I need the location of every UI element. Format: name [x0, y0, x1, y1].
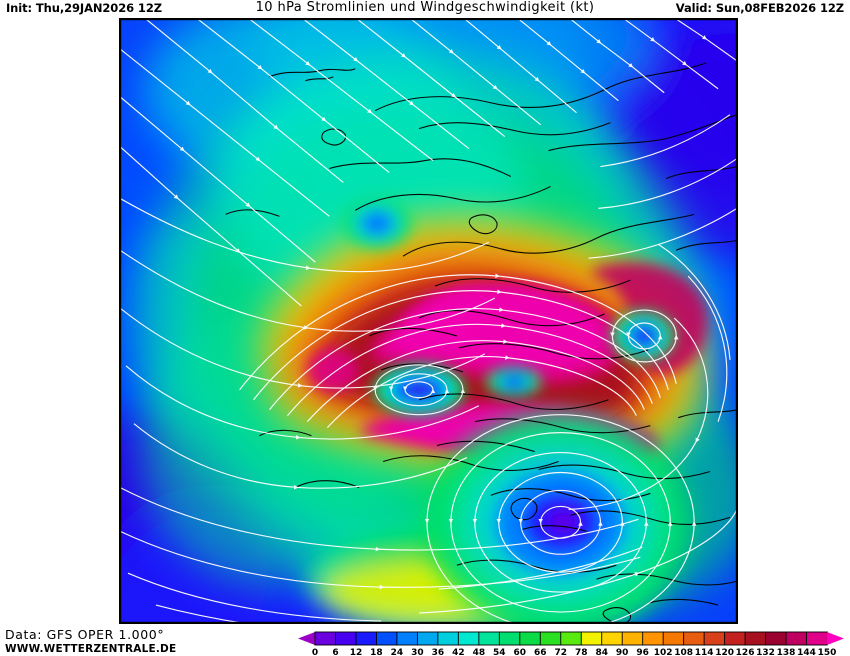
colorbar-tick-label: 66 — [534, 648, 547, 656]
colorbar-swatch[interactable] — [375, 631, 398, 646]
colorbar-under-arrow — [298, 632, 315, 645]
colorbar-tick-label: 108 — [674, 648, 693, 656]
coastlines — [225, 62, 737, 623]
colorbar-tick-label: 132 — [756, 648, 775, 656]
colorbar-tick-label: 42 — [452, 648, 465, 656]
colorbar-swatch[interactable] — [580, 631, 603, 646]
colorbar-tick-label: 30 — [411, 648, 424, 656]
page-title: 10 hPa Stromlinien und Windgeschwindigke… — [255, 0, 595, 15]
colorbar-tick-label: 90 — [616, 648, 629, 656]
valid-time-label: Valid: Sun,08FEB2026 12Z — [675, 1, 844, 15]
colorbar-swatch[interactable] — [703, 631, 726, 646]
colorbar-tick-label: 150 — [818, 648, 837, 656]
colorbar-tick-label: 114 — [695, 648, 714, 656]
colorbar-tick-label: 12 — [350, 648, 363, 656]
colorbar-swatch[interactable] — [457, 631, 480, 646]
colorbar-swatch[interactable] — [662, 631, 685, 646]
map-canvas — [120, 19, 737, 623]
colorbar-tick-label: 48 — [473, 648, 486, 656]
colorbar-tick-labels: 0 6 12 18 24 30 36 42 48 54 60 66 72 78 84 90 96 102 108 11… — [312, 648, 837, 656]
colorbar-swatches — [298, 631, 844, 646]
colorbar-over-arrow — [827, 632, 844, 645]
colorbar-swatch[interactable] — [355, 631, 378, 646]
colorbar-swatch[interactable] — [519, 631, 542, 646]
colorbar-svg: 0 6 12 18 24 30 36 42 48 54 60 66 72 78 84 90 96 102 108 11… — [298, 631, 844, 656]
colorbar-tick-label: 36 — [432, 648, 445, 656]
colorbar-tick-label: 60 — [514, 648, 527, 656]
colorbar-swatch[interactable] — [601, 631, 624, 646]
colorbar-swatch[interactable] — [560, 631, 583, 646]
colorbar-swatch[interactable] — [806, 631, 828, 646]
colorbar-swatch[interactable] — [765, 631, 787, 646]
colorbar-tick-label: 54 — [493, 648, 506, 656]
colorbar-tick-label: 144 — [797, 648, 816, 656]
colorbar-tick-label: 72 — [554, 648, 567, 656]
weather-map[interactable] — [119, 18, 738, 624]
colorbar-tick-label: 120 — [715, 648, 734, 656]
colorbar-tick-label: 84 — [595, 648, 608, 656]
colorbar-tick-label: 126 — [736, 648, 755, 656]
colorbar-tick-label: 78 — [575, 648, 588, 656]
colorbar-swatch[interactable] — [314, 631, 337, 646]
colorbar-swatch[interactable] — [621, 631, 644, 646]
colorbar-tick-label: 18 — [370, 648, 383, 656]
init-time-label: Init: Thu,29JAN2026 12Z — [6, 1, 162, 15]
colorbar-tick-label: 24 — [391, 648, 404, 656]
colorbar-swatch[interactable] — [478, 631, 501, 646]
colorbar-swatch[interactable] — [498, 631, 521, 646]
map-border — [120, 19, 737, 623]
colorbar-swatch[interactable] — [335, 631, 357, 646]
website-label: WWW.WETTERZENTRALE.DE — [5, 643, 177, 655]
colorbar-swatch[interactable] — [437, 631, 460, 646]
wind-speed-field — [120, 19, 737, 623]
colorbar-tick-label: 96 — [636, 648, 649, 656]
colorbar-swatch[interactable] — [683, 631, 705, 646]
colorbar[interactable]: 0 6 12 18 24 30 36 42 48 54 60 66 72 78 84 90 96 102 108 11… — [298, 630, 844, 656]
colorbar-tick-label: 0 — [312, 648, 318, 656]
colorbar-tick-label: 6 — [332, 648, 338, 656]
streamlines — [120, 19, 737, 623]
data-source-label: Data: GFS OPER 1.000° — [5, 627, 165, 642]
colorbar-swatch[interactable] — [724, 631, 746, 646]
colorbar-swatch[interactable] — [416, 631, 439, 646]
colorbar-swatch[interactable] — [785, 631, 808, 646]
colorbar-tick-label: 102 — [654, 648, 673, 656]
colorbar-tick-label: 138 — [777, 648, 796, 656]
colorbar-swatch[interactable] — [396, 631, 419, 646]
colorbar-swatch[interactable] — [744, 631, 767, 646]
colorbar-swatch[interactable] — [539, 631, 562, 646]
colorbar-swatch[interactable] — [642, 631, 665, 646]
